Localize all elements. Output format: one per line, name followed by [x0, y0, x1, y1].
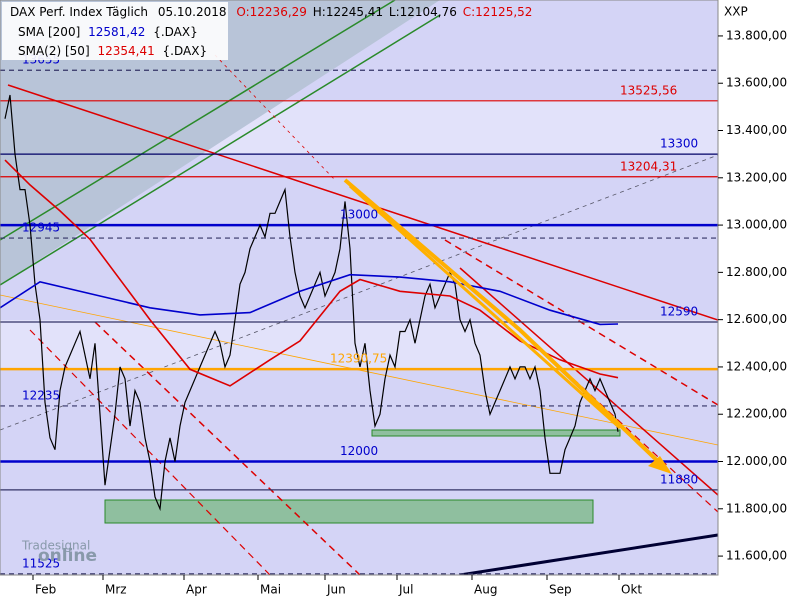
watermark-small: Tradesignal	[21, 539, 90, 553]
legend-name: SMA(2) [50]	[18, 44, 90, 58]
arrow	[343, 178, 667, 470]
y-tick-label: 13.600,00	[726, 76, 787, 90]
y-tick-label: 13.800,00	[726, 28, 787, 42]
arrow-head	[648, 456, 672, 474]
level-label: 12590	[660, 305, 698, 319]
y-tick-label: 12.400,00	[726, 359, 787, 373]
trend-line	[459, 533, 718, 575]
legend-value: 12354,41	[97, 44, 154, 58]
channel-line	[0, 14, 441, 286]
y-tick-label: 11.800,00	[726, 501, 787, 515]
x-tick-label: Okt	[621, 583, 642, 597]
level-label: 13300	[660, 137, 698, 151]
arrow	[348, 184, 622, 430]
level-label: 12000	[340, 444, 378, 458]
series-line	[0, 273, 619, 326]
trend-line	[94, 321, 361, 575]
x-tick-label: Jul	[398, 583, 413, 597]
level-label: 12945	[22, 221, 60, 235]
level-label: 13204,31	[620, 159, 677, 173]
y-tick-label: 13.000,00	[726, 218, 787, 232]
y-tick-label: 13.400,00	[726, 123, 787, 137]
x-tick-label: Jun	[326, 583, 346, 597]
x-tick-label: Mai	[260, 583, 281, 597]
y-tick-label: 12.000,00	[726, 454, 787, 468]
legend-name: SMA [200]	[18, 25, 80, 39]
level-label: 13000	[340, 208, 378, 222]
series-line	[4, 94, 619, 512]
legend-box	[2, 2, 228, 60]
y-tick-label: 13.200,00	[726, 170, 787, 184]
x-tick-label: Aug	[474, 583, 497, 597]
plot-area: 1365513525,561330013204,3113000129451259…	[0, 0, 718, 575]
axis-code: XXP	[724, 5, 748, 19]
x-tick-label: Sep	[549, 583, 572, 597]
x-tick-label: Feb	[35, 583, 56, 597]
low: L:12104,76	[389, 5, 457, 19]
level-label: 13525,56	[620, 83, 677, 97]
y-tick-label: 12.800,00	[726, 265, 787, 279]
trend-line	[29, 329, 271, 575]
level-label: 11880	[660, 472, 698, 486]
close: C:12125,52	[463, 5, 533, 19]
support-zone	[104, 499, 594, 524]
high: H:12245,41	[313, 5, 383, 19]
plot-frame	[0, 0, 719, 576]
date: 05.10.2018	[158, 5, 227, 19]
legend-sma50: SMA(2) [50] 12354,41 {.DAX}	[18, 44, 207, 58]
legend-sma200: SMA [200] 12581,42 {.DAX}	[18, 25, 198, 39]
x-tick-label: Apr	[186, 583, 207, 597]
header: DAX Perf. Index Täglich 05.10.2018 O:122…	[10, 5, 532, 19]
trend-line	[519, 329, 718, 513]
legend-suffix: {.DAX}	[153, 25, 198, 39]
level-label: 11525	[22, 556, 60, 570]
instrument: DAX Perf. Index Täglich	[10, 5, 148, 19]
y-tick-label: 12.200,00	[726, 407, 787, 421]
level-label: 12235	[22, 388, 60, 402]
trend-line	[0, 154, 718, 431]
watermark: online	[38, 546, 97, 566]
channel-fill	[0, 0, 440, 285]
channel-line	[0, 0, 396, 241]
trend-line	[7, 84, 718, 321]
open: O:12236,29	[236, 5, 307, 19]
trend-line	[214, 54, 336, 181]
support-zone	[371, 429, 621, 437]
legend-suffix: {.DAX}	[163, 44, 208, 58]
legend-value: 12581,42	[88, 25, 145, 39]
x-tick-label: Mrz	[105, 583, 127, 597]
level-label: 12390,75	[330, 352, 387, 366]
y-tick-label: 12.600,00	[726, 312, 787, 326]
y-tick-label: 11.600,00	[726, 549, 787, 563]
